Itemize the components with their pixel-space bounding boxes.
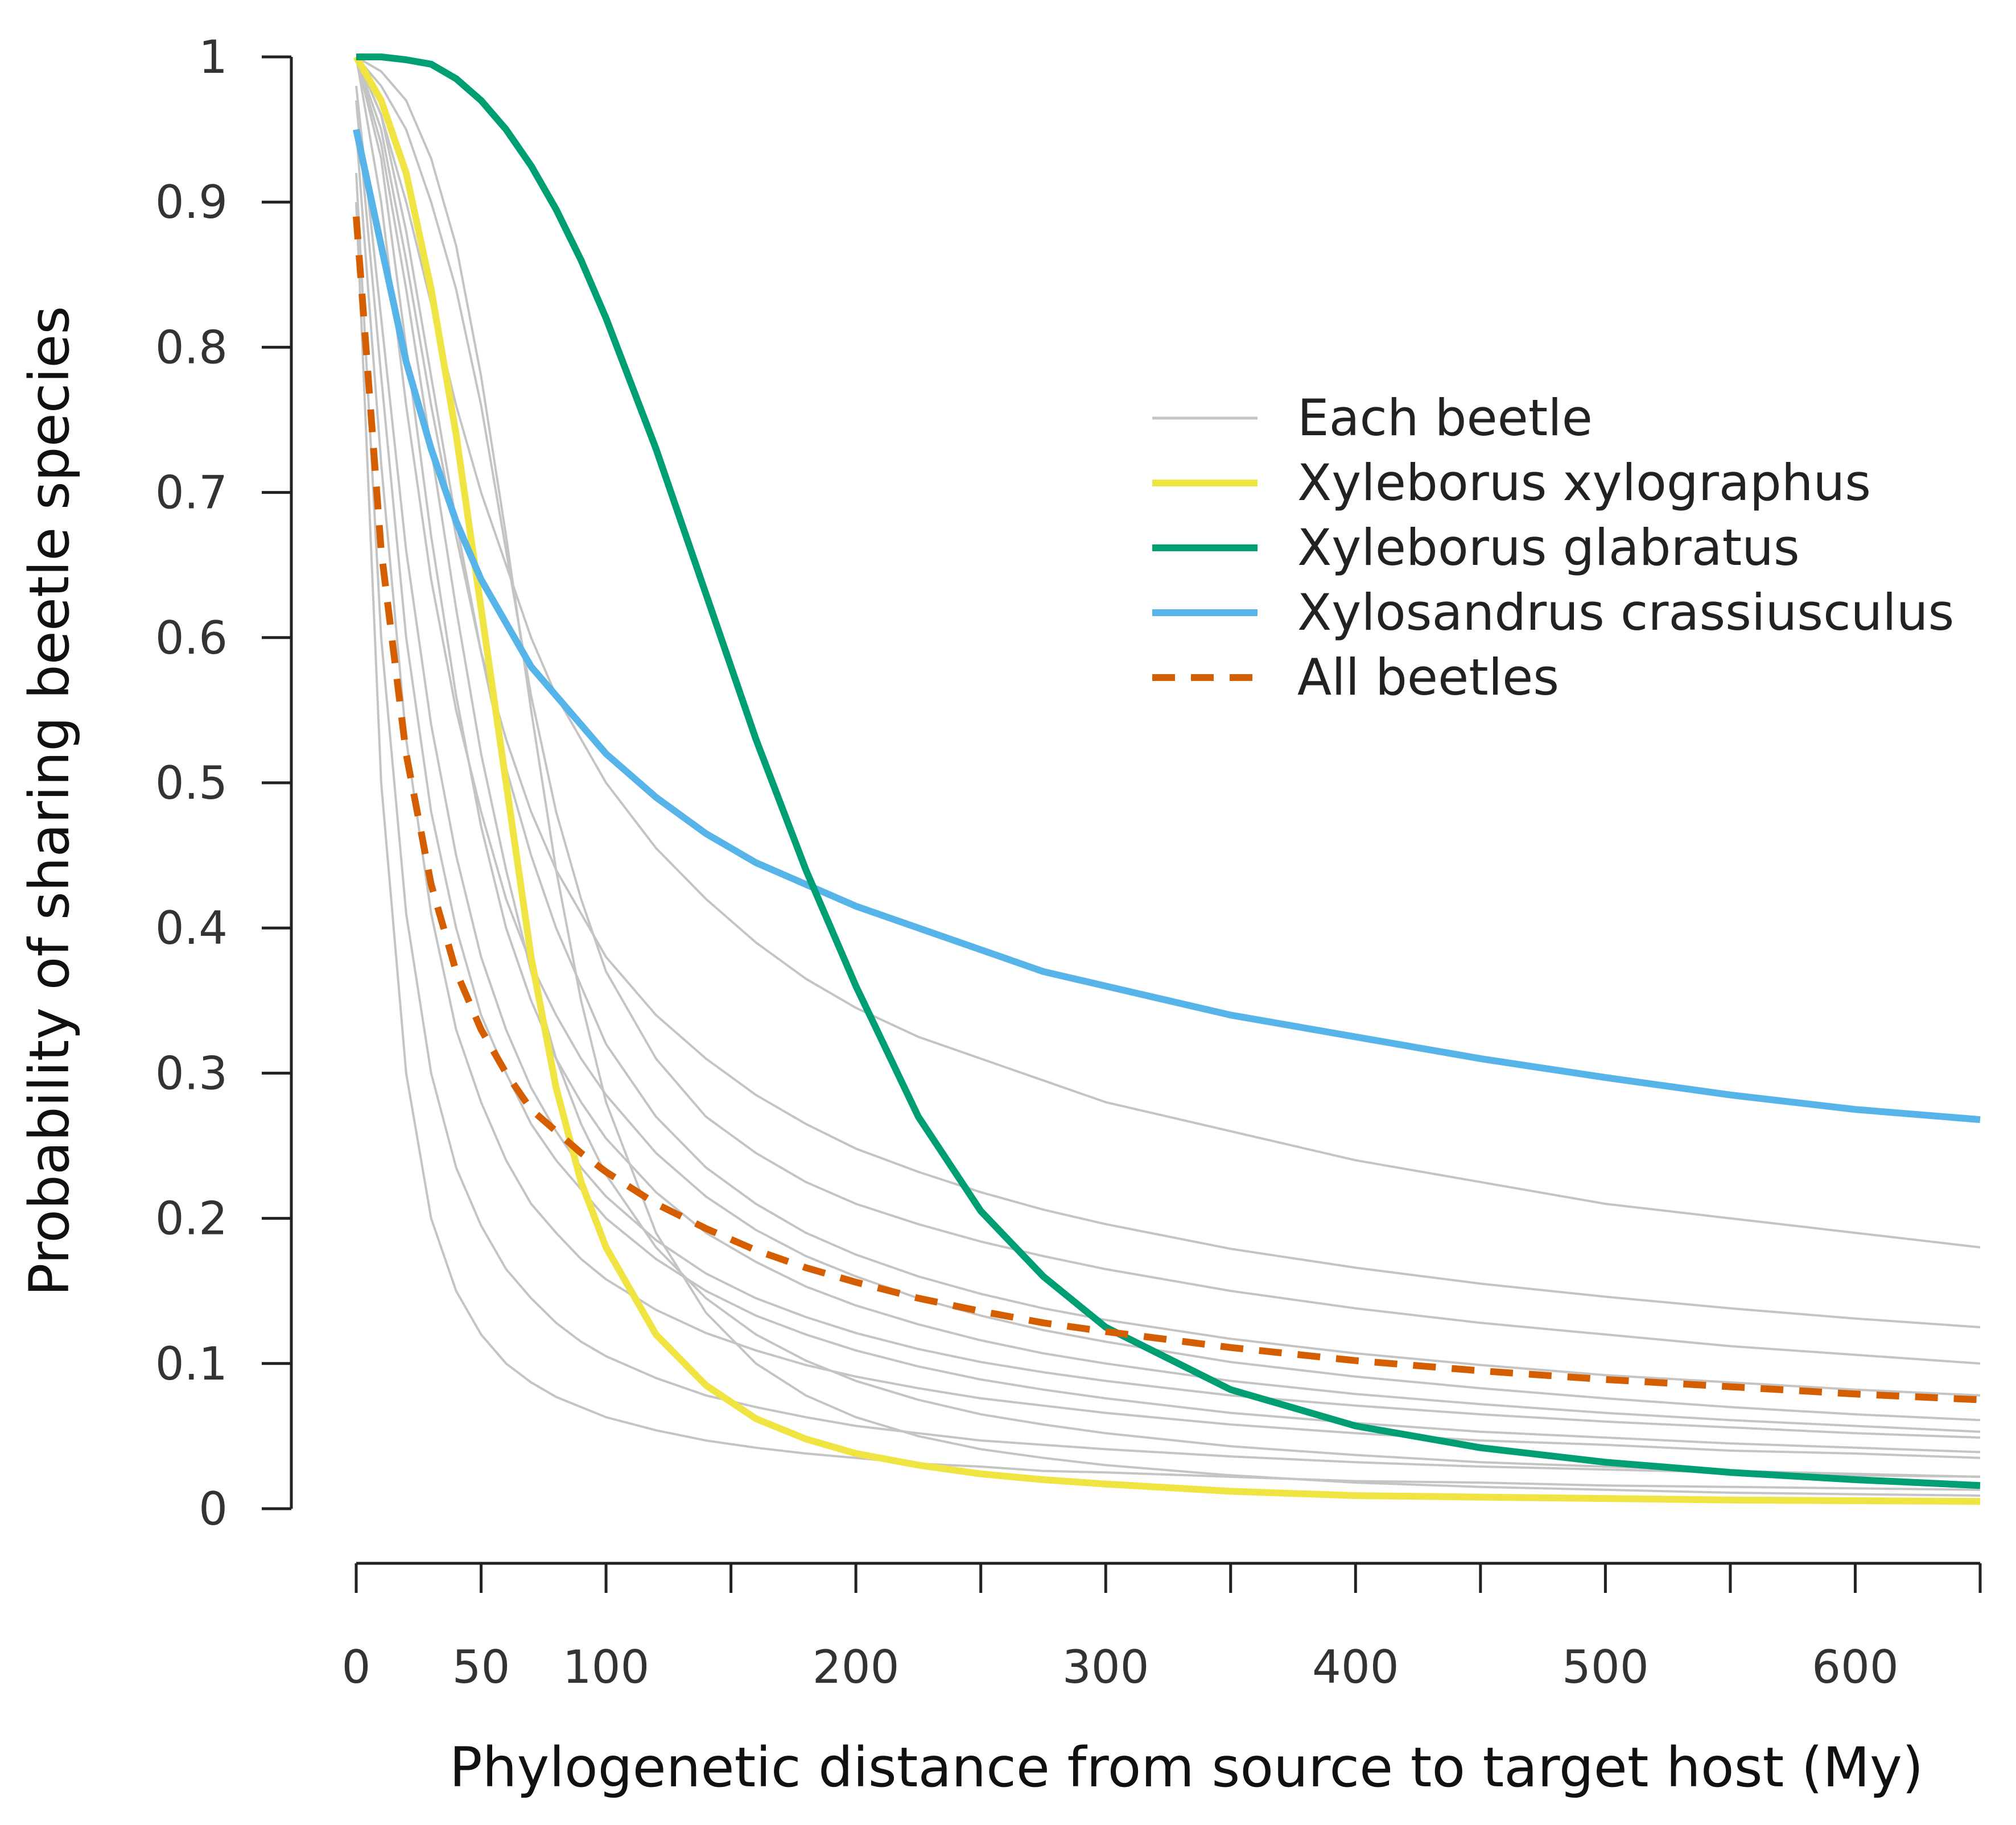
each-beetle-line-8 (355, 129, 1981, 1459)
legend-label: All beetles (1297, 648, 1559, 707)
y-tick-label: 0.5 (155, 757, 228, 810)
each-beetle-line-10 (355, 202, 1981, 1491)
each-beetle-line-1 (355, 56, 1981, 1249)
y-tick-label: 0.8 (155, 321, 228, 374)
y-tick-label: 0.3 (155, 1047, 228, 1100)
legend-label: Xylosandrus crassiusculus (1297, 583, 1954, 642)
x-tick-label: 300 (1062, 1641, 1149, 1694)
each-beetle-line-13 (355, 56, 1981, 1433)
y-tick-label: 0.7 (155, 466, 228, 519)
each-beetle-line-9 (355, 173, 1981, 1478)
each-beetle-line-2 (355, 56, 1981, 1328)
x-axis-title: Phylogenetic distance from source to tar… (450, 1736, 1924, 1799)
legend-label: Xyleborus glabratus (1297, 518, 1800, 577)
x-tick-label: 200 (813, 1641, 900, 1694)
each-beetle-line-4 (355, 56, 1981, 1397)
y-tick-label: 1 (199, 31, 228, 84)
x-tick-label: 0 (342, 1641, 371, 1694)
series-line-all-beetles (353, 216, 1981, 1403)
series-line-xylosandrus-crassiusculus (353, 129, 1981, 1124)
y-axis-title: Probability of sharing beetle species (18, 306, 81, 1297)
each-beetle-line-7 (355, 56, 1981, 1478)
legend-label: Each beetle (1297, 389, 1593, 447)
legend: Each beetle Xyleborus xylographus Xyleboru… (1152, 389, 1954, 707)
series-line-xyleborus-glabratus (356, 53, 1981, 1489)
each-beetle-line-3 (355, 56, 1981, 1365)
each-beetle-line-5 (355, 56, 1981, 1422)
y-tick-label: 0.6 (155, 612, 228, 664)
plot-area (353, 53, 1981, 1505)
x-axis: 0 50 100 200 300 400 500 600 (342, 1562, 1982, 1694)
x-tick-label: 400 (1312, 1641, 1399, 1694)
y-tick-label: 0.1 (155, 1337, 228, 1390)
x-tick-label: 100 (563, 1641, 650, 1694)
y-axis: 0 0.1 0.2 0.3 0.4 0.5 0.6 0.7 0.8 0.9 1 (155, 31, 293, 1535)
legend-label: Xyleborus xylographus (1297, 453, 1871, 512)
y-tick-label: 0.4 (155, 902, 228, 955)
x-tick-label: 600 (1812, 1641, 1899, 1694)
each-beetle-line-11 (355, 56, 1981, 1497)
y-tick-label: 0 (199, 1483, 228, 1535)
y-tick-label: 0.2 (155, 1192, 228, 1245)
x-tick-label: 50 (452, 1641, 510, 1694)
series-line-xyleborus-xylographus (353, 55, 1981, 1505)
each-beetle-line-6 (355, 85, 1981, 1439)
x-tick-label: 500 (1562, 1641, 1649, 1694)
y-tick-label: 0.9 (155, 176, 228, 229)
each-beetle-line-12 (355, 100, 1981, 1454)
